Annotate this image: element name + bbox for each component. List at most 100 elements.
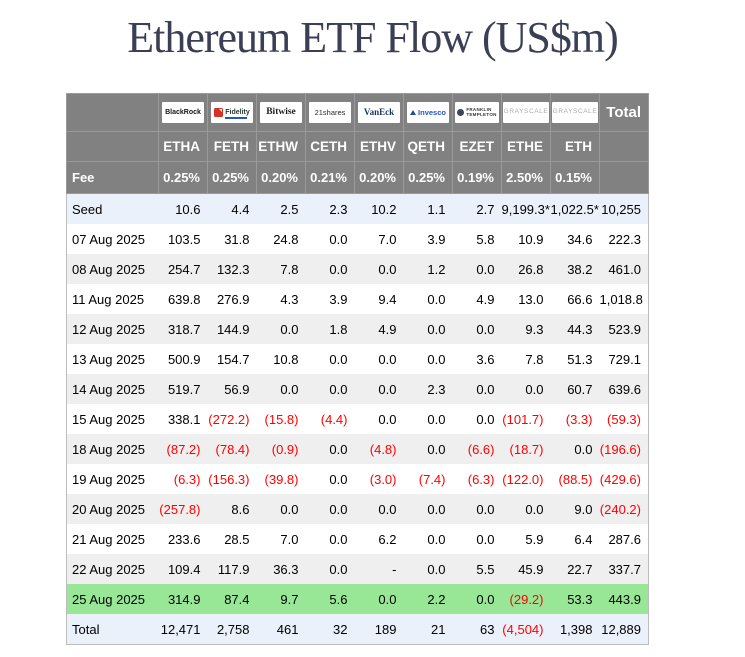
cell-value: 154.7 [216, 351, 250, 367]
cell-value: 639.6 [599, 374, 649, 404]
cell-value: 523.9 [599, 314, 649, 344]
cell-value: 8.6 [207, 494, 257, 524]
table-row: 25 Aug 2025 314.9 87.4 9.7 5.6 0.0 2.2 0.0 (29.2… [66, 584, 649, 614]
cell-value: 276.9 [216, 291, 250, 307]
invesco-icon [410, 110, 417, 115]
cell-value: (88.5) [558, 471, 593, 487]
grayscale-logo-text: GRAYSCALE [552, 108, 598, 116]
cell-value: 0.0 [329, 231, 348, 247]
cell-value: 0.0 [403, 554, 453, 584]
cell-value: (18.7) [501, 434, 551, 464]
etf-flow-table: BlackRock Fidelity Bitwise 21shares VanEck In… [66, 93, 649, 645]
cell-value: - [354, 554, 404, 584]
cell-value: 443.9 [599, 584, 649, 614]
cell-value: 189 [354, 614, 404, 645]
cell-value: 24.8 [273, 231, 299, 247]
row-label: 07 Aug 2025 [72, 231, 146, 247]
row-label: 14 Aug 2025 [66, 374, 159, 404]
row-label: 11 Aug 2025 [72, 291, 145, 307]
row-label: 22 Aug 2025 [66, 554, 159, 584]
invesco-logo: Invesco [407, 102, 449, 123]
table-row: 20 Aug 2025 (257.8) 8.6 0.0 0.0 0.0 0.0 0.0 0.0 9… [66, 494, 649, 524]
cell-value: 13.0 [518, 291, 544, 307]
cell-value: 56.9 [207, 374, 257, 404]
cell-value: (3.3) [565, 411, 593, 427]
cell-value: 314.9 [158, 584, 208, 614]
cell-value: 31.8 [224, 231, 250, 247]
ticker-cell: EZET [452, 131, 502, 162]
cell-value: (7.4) [418, 471, 446, 487]
vaneck-logo: VanEck [358, 102, 400, 123]
cell-value: 0.0 [305, 494, 355, 524]
cell-value: (59.3) [607, 411, 641, 427]
cell-value: 1,398 [550, 614, 600, 645]
cell-value: 6.2 [378, 531, 397, 547]
cell-value: 28.5 [224, 531, 250, 547]
cell-value: 36.3 [256, 554, 306, 584]
fee-cell: 2.50% [501, 161, 551, 194]
cell-value: 10.9 [518, 231, 544, 247]
row-label: 13 Aug 2025 [72, 351, 146, 367]
table-row: 11 Aug 2025 639.8 276.9 4.3 3.9 9.4 0.0 4.9 13.0… [67, 284, 649, 314]
table-row: 08 Aug 2025 254.7 132.3 7.8 0.0 0.0 1.2 0.0 26.8… [66, 254, 649, 284]
issuer-cell: GRAYSCALE [550, 93, 600, 132]
cell-value: 3.9 [329, 291, 348, 307]
grayscale-logo: GRAYSCALE [552, 102, 598, 123]
fee-cell: 0.21% [305, 161, 355, 194]
table-row: 19 Aug 2025 (6.3) (156.3) (39.8) 0.0 (3.0) (7.… [67, 464, 649, 494]
cell-value: (101.7) [502, 411, 544, 427]
cell-value: 12,471 [158, 614, 208, 645]
cell-value: 0.0 [550, 434, 600, 464]
cell-value: (78.4) [207, 434, 257, 464]
cell-value: 461 [256, 614, 306, 645]
blackrock-logo: BlackRock [162, 102, 204, 123]
cell-value: 0.0 [403, 494, 453, 524]
cell-value: 144.9 [207, 314, 257, 344]
total-column-header: Total [599, 93, 649, 132]
cell-value: 0.0 [305, 434, 355, 464]
table-row: Seed 10.6 4.4 2.5 2.3 10.2 1.1 2.7 9,199.3* 1,022… [66, 193, 649, 224]
cell-value: 9.3 [501, 314, 551, 344]
cell-value: (29.2) [501, 584, 551, 614]
corner-cell [66, 131, 159, 162]
cell-value: (15.8) [264, 411, 299, 427]
row-label: Seed [66, 193, 159, 224]
cell-value: (6.3) [467, 471, 495, 487]
cell-value: 0.0 [476, 531, 495, 547]
fidelity-logo: Fidelity [211, 102, 253, 123]
issuer-logo-row: BlackRock Fidelity Bitwise 21shares VanEck In… [66, 93, 649, 132]
row-label: 25 Aug 2025 [66, 584, 159, 614]
cell-value: 639.8 [167, 291, 201, 307]
cell-value: (122.0) [502, 471, 544, 487]
cell-value: 22.7 [550, 554, 600, 584]
cell-value: 0.0 [427, 411, 446, 427]
issuer-cell: VanEck [354, 93, 404, 132]
fee-cell: 0.20% [354, 161, 404, 194]
cell-value: (240.2) [599, 494, 649, 524]
row-label: 12 Aug 2025 [66, 314, 159, 344]
ticker-cell: FETH [207, 131, 257, 162]
cell-value: (87.2) [158, 434, 208, 464]
table-row: Total 12,471 2,758 461 32 189 21 63 (4,504) 1,398… [66, 614, 649, 645]
row-label: 08 Aug 2025 [66, 254, 159, 284]
cell-value: 4.9 [354, 314, 404, 344]
cell-value: 0.0 [427, 351, 446, 367]
cell-value: 2.7 [452, 193, 502, 224]
issuer-cell: GRAYSCALE [501, 93, 551, 132]
cell-value: (429.6) [599, 471, 641, 487]
cell-value: 222.3 [608, 231, 641, 247]
cell-value: 4.3 [280, 291, 299, 307]
cell-value: 12,889 [599, 614, 649, 645]
ticker-cell: QETH [403, 131, 453, 162]
cell-value: (3.0) [369, 471, 397, 487]
cell-value: 287.6 [608, 531, 641, 547]
cell-value: 0.0 [378, 411, 397, 427]
cell-value: 32 [305, 614, 355, 645]
franklin-templeton-logo-text: FRANKLIN TEMPLETON [466, 107, 496, 117]
table-row: 15 Aug 2025 338.1 (272.2) (15.8) (4.4) 0.0 0.0… [67, 404, 649, 434]
table-row: 18 Aug 2025 (87.2) (78.4) (0.9) 0.0 (4.8) 0.0(… [66, 434, 649, 464]
row-label: 19 Aug 2025 [72, 471, 146, 487]
cell-value: (156.3) [208, 471, 250, 487]
cell-value: 51.3 [567, 351, 593, 367]
